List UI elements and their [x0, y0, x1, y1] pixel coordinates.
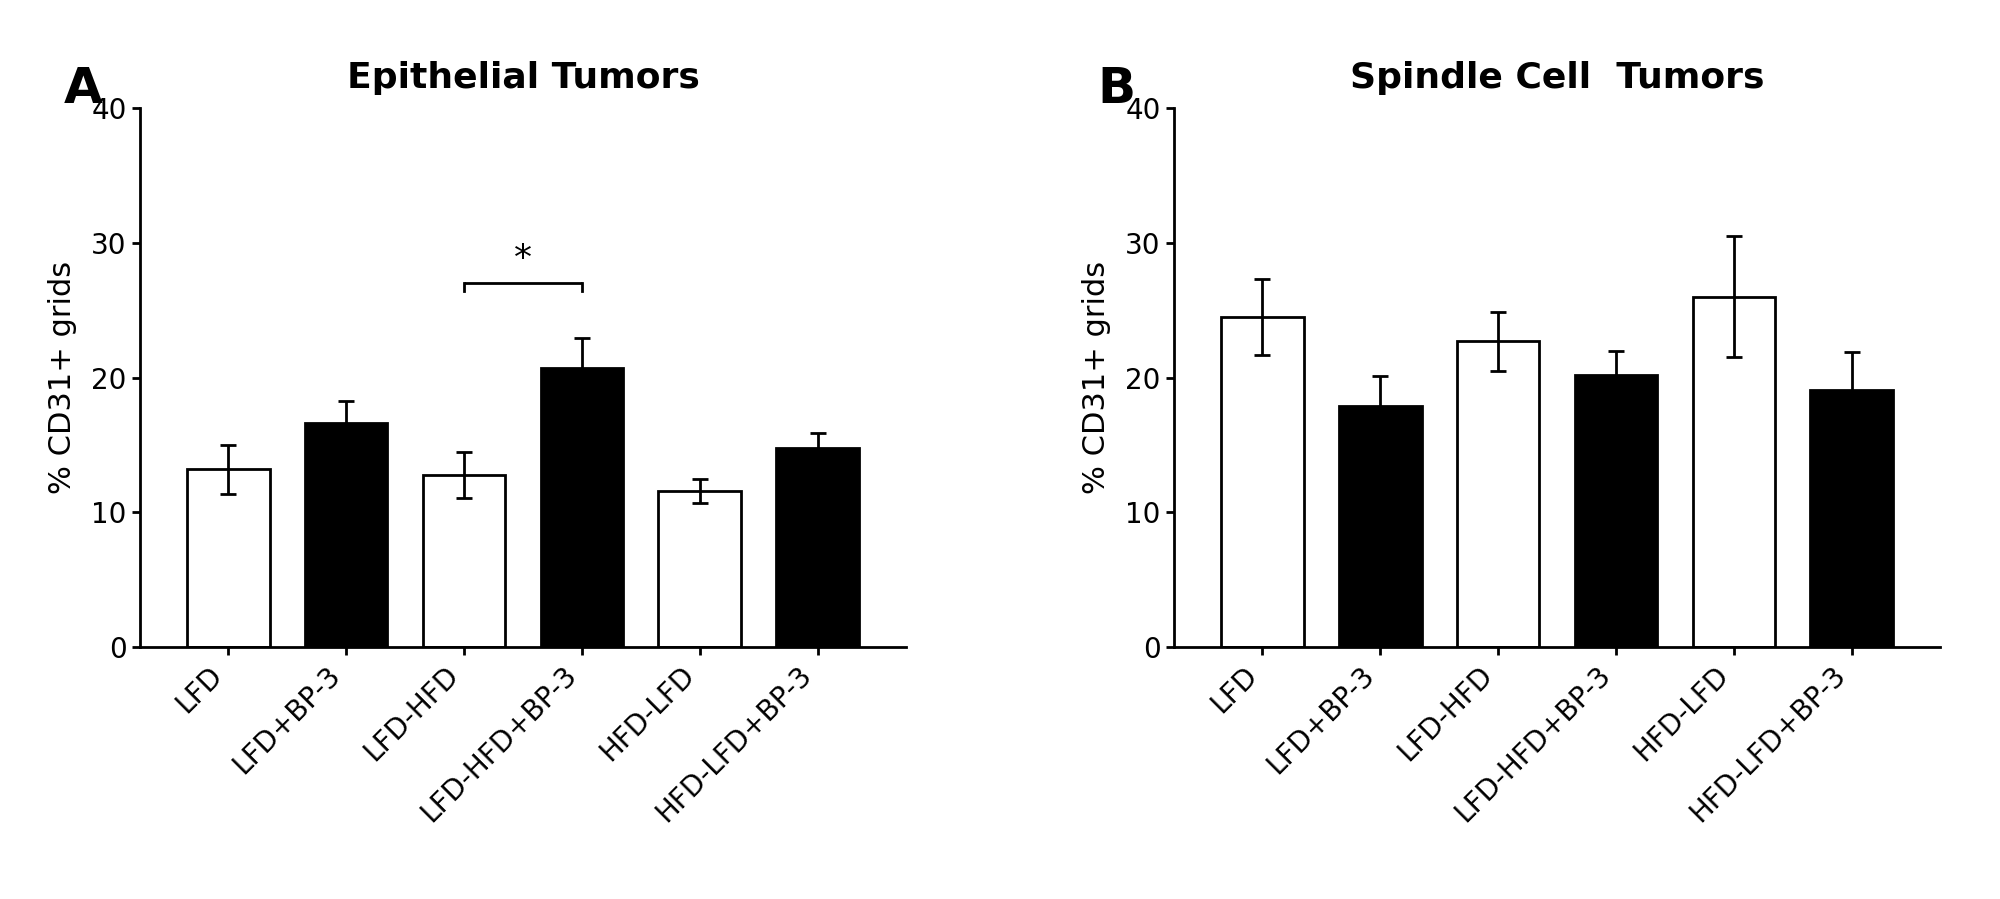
Title: Spindle Cell  Tumors: Spindle Cell Tumors — [1350, 61, 1764, 95]
Text: *: * — [514, 243, 532, 277]
Bar — [1810, 389, 1892, 647]
Bar — [658, 491, 740, 647]
Bar — [304, 423, 388, 647]
Bar — [1692, 297, 1776, 647]
Bar — [422, 475, 506, 647]
Bar — [540, 369, 624, 647]
Bar — [1574, 375, 1658, 647]
Text: A: A — [64, 65, 102, 112]
Bar — [1456, 341, 1540, 647]
Bar — [1222, 317, 1304, 647]
Title: Epithelial Tumors: Epithelial Tumors — [346, 61, 700, 95]
Bar — [1340, 406, 1422, 647]
Bar — [188, 469, 270, 647]
Text: B: B — [1098, 65, 1136, 112]
Y-axis label: % CD31+ grids: % CD31+ grids — [1082, 261, 1112, 494]
Bar — [776, 448, 858, 647]
Y-axis label: % CD31+ grids: % CD31+ grids — [48, 261, 78, 494]
